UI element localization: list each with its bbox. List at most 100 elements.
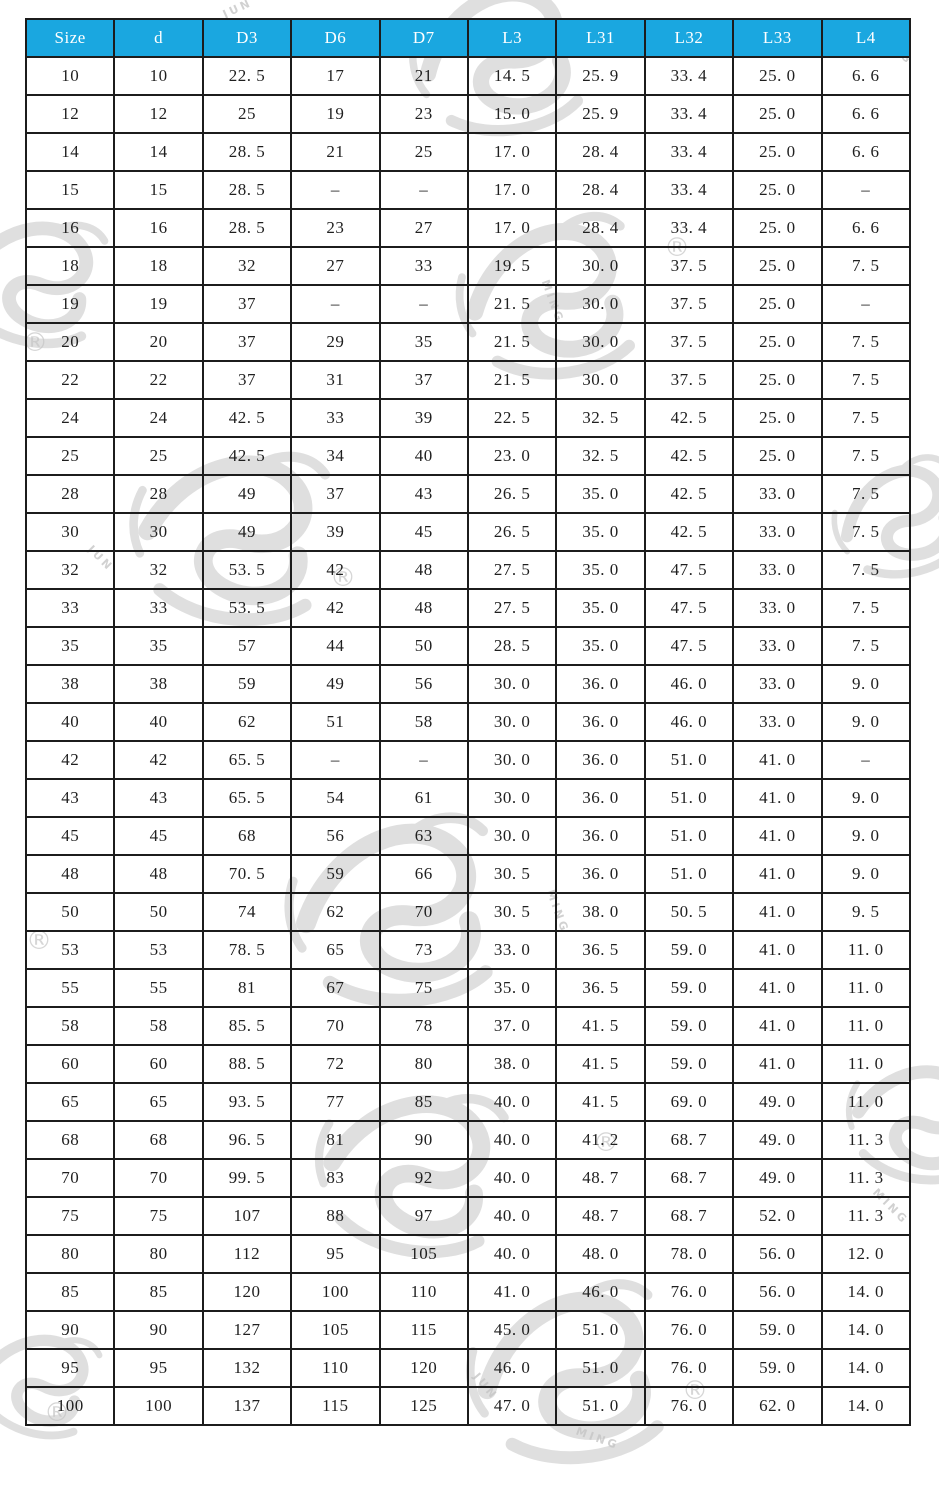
cell: 112 bbox=[201, 1234, 293, 1274]
table-row: 58 58 85. 5 70 78 37. 0 41. 5 59. 0 41. 0 11. 0 bbox=[24, 1006, 912, 1046]
cell: 58 bbox=[378, 702, 469, 742]
cell: – bbox=[378, 284, 469, 324]
cell: 70 bbox=[24, 1158, 116, 1198]
cell: 78. 0 bbox=[643, 1234, 735, 1274]
cell: 28. 4 bbox=[555, 208, 646, 248]
cell: 24 bbox=[24, 398, 116, 438]
cell: 36. 0 bbox=[555, 740, 646, 780]
cell: 80 bbox=[113, 1234, 204, 1274]
cell: 105 bbox=[290, 1310, 381, 1350]
cell: 42. 5 bbox=[643, 512, 735, 552]
cell: 40 bbox=[378, 436, 469, 476]
cell: 41. 0 bbox=[732, 740, 823, 780]
cell: 11. 3 bbox=[820, 1196, 912, 1236]
cell: 25. 0 bbox=[732, 322, 823, 362]
cell: 40 bbox=[113, 702, 204, 742]
cell: 56. 0 bbox=[732, 1272, 823, 1312]
cell: 51 bbox=[290, 702, 381, 742]
cell: 49 bbox=[201, 512, 293, 552]
cell: 29 bbox=[290, 322, 381, 362]
cell: 40. 0 bbox=[466, 1196, 558, 1236]
cell: 22. 5 bbox=[466, 398, 558, 438]
cell: 42. 5 bbox=[643, 398, 735, 438]
cell: – bbox=[290, 740, 381, 780]
cell: 28. 4 bbox=[555, 132, 646, 172]
cell: 49. 0 bbox=[732, 1082, 823, 1122]
cell: 7. 5 bbox=[820, 360, 912, 400]
cell: 41. 5 bbox=[555, 1006, 646, 1046]
cell: 15 bbox=[113, 170, 204, 210]
cell: 75 bbox=[378, 968, 469, 1008]
cell: 57 bbox=[201, 626, 293, 666]
cell: 16 bbox=[113, 208, 204, 248]
cell: 11. 0 bbox=[820, 1044, 912, 1084]
cell: 21. 5 bbox=[466, 360, 558, 400]
cell: 45 bbox=[113, 816, 204, 856]
cell: 73 bbox=[378, 930, 469, 970]
cell: 53 bbox=[24, 930, 116, 970]
cell: 80 bbox=[378, 1044, 469, 1084]
cell: 33. 4 bbox=[643, 56, 735, 96]
cell: 9. 0 bbox=[820, 778, 912, 818]
cell: 25. 0 bbox=[732, 132, 823, 172]
cell: 107 bbox=[201, 1196, 293, 1236]
cell: 59. 0 bbox=[732, 1348, 823, 1388]
column-header: L31 bbox=[555, 18, 646, 58]
cell: 9. 0 bbox=[820, 664, 912, 704]
cell: 25 bbox=[378, 132, 469, 172]
cell: 40. 0 bbox=[466, 1082, 558, 1122]
cell: 33. 0 bbox=[732, 626, 823, 666]
table-row: 10 10 22. 5 17 21 14. 5 25. 9 33. 4 25. 0 6. 6 bbox=[24, 56, 912, 96]
table-row: 55 55 81 67 75 35. 0 36. 5 59. 0 41. 0 11. 0 bbox=[24, 968, 912, 1008]
cell: 30. 5 bbox=[466, 854, 558, 894]
cell: 95 bbox=[290, 1234, 381, 1274]
cell: 120 bbox=[201, 1272, 293, 1312]
cell: 50 bbox=[378, 626, 469, 666]
cell: 15. 0 bbox=[466, 94, 558, 134]
cell: 70. 5 bbox=[201, 854, 293, 894]
cell: 110 bbox=[290, 1348, 381, 1388]
cell: 35 bbox=[378, 322, 469, 362]
cell: 25. 0 bbox=[732, 208, 823, 248]
cell: 85 bbox=[378, 1082, 469, 1122]
cell: 27 bbox=[290, 246, 381, 286]
cell: 22 bbox=[113, 360, 204, 400]
cell: 27. 5 bbox=[466, 550, 558, 590]
cell: – bbox=[290, 284, 381, 324]
cell: 120 bbox=[378, 1348, 469, 1388]
cell: 41. 0 bbox=[732, 854, 823, 894]
cell: 78 bbox=[378, 1006, 469, 1046]
cell: 33. 0 bbox=[732, 664, 823, 704]
cell: 96. 5 bbox=[201, 1120, 293, 1160]
cell: 49 bbox=[290, 664, 381, 704]
cell: 28. 5 bbox=[466, 626, 558, 666]
cell: 55 bbox=[24, 968, 116, 1008]
cell: 33 bbox=[113, 588, 204, 628]
cell: 21. 5 bbox=[466, 284, 558, 324]
cell: 77 bbox=[290, 1082, 381, 1122]
cell: 37. 5 bbox=[643, 360, 735, 400]
cell: 25. 0 bbox=[732, 284, 823, 324]
table-row: 53 53 78. 5 65 73 33. 0 36. 5 59. 0 41. 0 11. 0 bbox=[24, 930, 912, 970]
cell: 58 bbox=[24, 1006, 116, 1046]
table-row: 70 70 99. 5 83 92 40. 0 48. 7 68. 7 49. 0 11. 3 bbox=[24, 1158, 912, 1198]
cell: 65. 5 bbox=[201, 740, 293, 780]
cell: 37. 5 bbox=[643, 284, 735, 324]
cell: 90 bbox=[113, 1310, 204, 1350]
cell: 28 bbox=[113, 474, 204, 514]
cell: 52. 0 bbox=[732, 1196, 823, 1236]
cell: 68. 7 bbox=[643, 1158, 735, 1198]
cell: 37 bbox=[201, 322, 293, 362]
cell: 14. 0 bbox=[820, 1348, 912, 1388]
cell: 25. 9 bbox=[555, 94, 646, 134]
cell: 39 bbox=[378, 398, 469, 438]
cell: 27 bbox=[378, 208, 469, 248]
table-row: 60 60 88. 5 72 80 38. 0 41. 5 59. 0 41. 0 11. 0 bbox=[24, 1044, 912, 1084]
cell: 36. 0 bbox=[555, 816, 646, 856]
cell: 42 bbox=[24, 740, 116, 780]
table-row: 45 45 68 56 63 30. 0 36. 0 51. 0 41. 0 9. 0 bbox=[24, 816, 912, 856]
cell: 32 bbox=[113, 550, 204, 590]
cell: 47. 5 bbox=[643, 550, 735, 590]
cell: 59. 0 bbox=[643, 1006, 735, 1046]
cell: 35 bbox=[113, 626, 204, 666]
